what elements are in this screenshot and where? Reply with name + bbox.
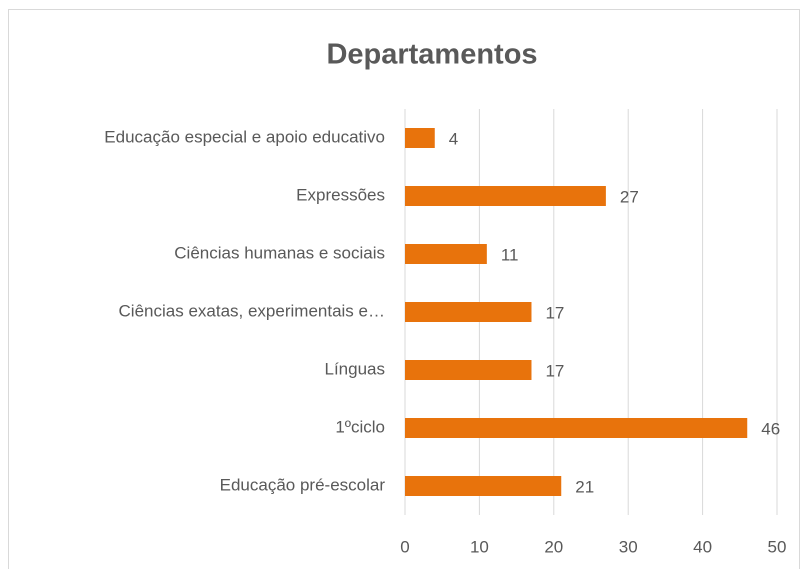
x-tick-label: 0 bbox=[400, 537, 409, 556]
bar bbox=[405, 360, 532, 380]
data-label: 17 bbox=[545, 361, 564, 380]
x-tick-label: 30 bbox=[619, 537, 638, 556]
x-tick-label: 10 bbox=[470, 537, 489, 556]
chart-title: Departamentos bbox=[326, 39, 537, 71]
data-label: 46 bbox=[761, 419, 780, 438]
y-tick-label: Ciências humanas e sociais bbox=[174, 243, 385, 262]
data-label: 27 bbox=[620, 187, 639, 206]
y-tick-label: Educação especial e apoio educativo bbox=[104, 127, 385, 146]
y-tick-label: Línguas bbox=[325, 359, 386, 378]
data-label: 4 bbox=[449, 129, 458, 148]
bar bbox=[405, 302, 532, 322]
data-label: 17 bbox=[545, 303, 564, 322]
y-tick-label: Expressões bbox=[296, 185, 385, 204]
x-tick-label: 40 bbox=[693, 537, 712, 556]
bar bbox=[405, 128, 435, 148]
y-tick-label: Educação pré-escolar bbox=[220, 475, 386, 494]
x-tick-label: 50 bbox=[768, 537, 787, 556]
bar bbox=[405, 476, 562, 496]
data-label: 11 bbox=[501, 245, 519, 264]
data-label: 21 bbox=[575, 477, 594, 496]
y-tick-label: Ciências exatas, experimentais e… bbox=[119, 301, 385, 320]
bar bbox=[405, 418, 748, 438]
bar bbox=[405, 244, 487, 264]
chart-frame bbox=[8, 9, 800, 569]
x-tick-label: 20 bbox=[544, 537, 563, 556]
bar bbox=[405, 186, 606, 206]
y-tick-label: 1ºciclo bbox=[335, 417, 385, 436]
